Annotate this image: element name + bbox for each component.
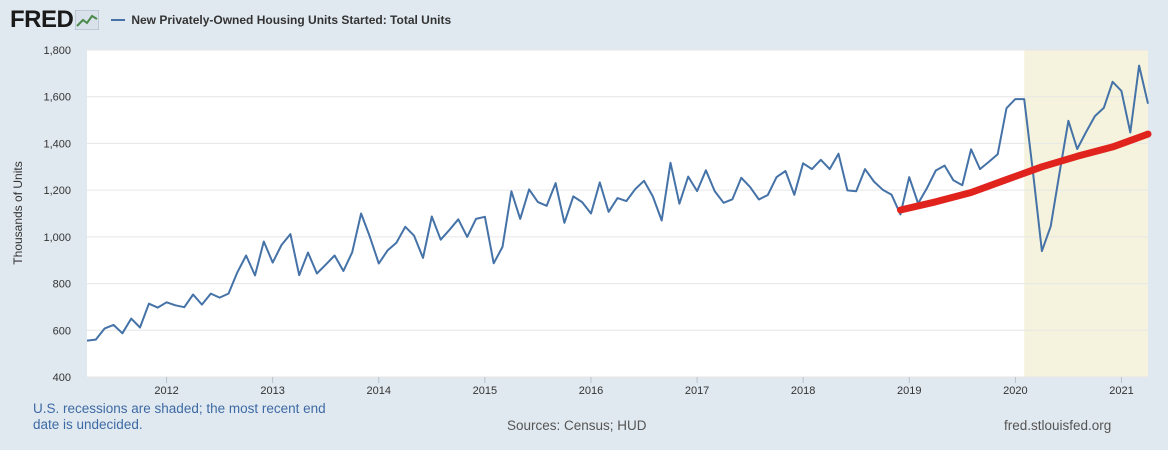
y-tick-label: 1,000 bbox=[43, 232, 71, 244]
sources-note: Sources: Census; HUD bbox=[507, 418, 647, 433]
y-tick-label: 1,400 bbox=[43, 138, 71, 150]
x-tick-label: 2018 bbox=[791, 385, 815, 397]
y-tick-label: 1,600 bbox=[43, 92, 71, 104]
y-tick-label: 1,200 bbox=[43, 185, 71, 197]
y-tick-label: 400 bbox=[53, 372, 71, 384]
x-tick-label: 2019 bbox=[897, 385, 921, 397]
x-tick-label: 2013 bbox=[260, 385, 284, 397]
y-axis-ticks: 400 600 800 1,000 1,200 1,400 1,600 1,800 bbox=[43, 45, 71, 384]
trend-line bbox=[897, 130, 1152, 214]
recession-band bbox=[1024, 50, 1148, 377]
y-tick-label: 600 bbox=[53, 325, 71, 337]
legend-label: New Privately-Owned Housing Units Starte… bbox=[131, 13, 452, 27]
fred-logo[interactable]: FRED bbox=[10, 6, 74, 33]
recession-note[interactable]: U.S. recessions are shaded; the most rec… bbox=[33, 401, 326, 432]
x-tick-label: 2017 bbox=[685, 385, 709, 397]
recession-shading bbox=[1024, 50, 1148, 377]
x-axis-ticks: 2012 2013 2014 2015 2016 2017 2018 2019 2020 2021 bbox=[154, 377, 1134, 397]
x-tick-label: 2014 bbox=[367, 385, 391, 397]
plot-area bbox=[87, 50, 1148, 377]
x-tick-label: 2016 bbox=[579, 385, 603, 397]
x-tick-label: 2021 bbox=[1109, 385, 1133, 397]
x-tick-label: 2012 bbox=[154, 385, 178, 397]
legend: New Privately-Owned Housing Units Starte… bbox=[111, 13, 451, 27]
y-tick-label: 1,800 bbox=[43, 45, 71, 57]
series-line-housing-starts bbox=[86, 64, 1149, 342]
header: FRED New Privately-Owned Housing Units S… bbox=[10, 6, 451, 34]
series-layer bbox=[86, 64, 1152, 342]
legend-swatch bbox=[111, 19, 126, 21]
x-tick-label: 2020 bbox=[1003, 385, 1027, 397]
y-axis-label: Thousands of Units bbox=[11, 161, 25, 264]
y-tick-label: 800 bbox=[53, 279, 71, 291]
x-tick-label: 2015 bbox=[473, 385, 497, 397]
site-link[interactable]: fred.stlouisfed.org bbox=[1004, 418, 1112, 433]
chart-line-icon bbox=[75, 10, 100, 30]
